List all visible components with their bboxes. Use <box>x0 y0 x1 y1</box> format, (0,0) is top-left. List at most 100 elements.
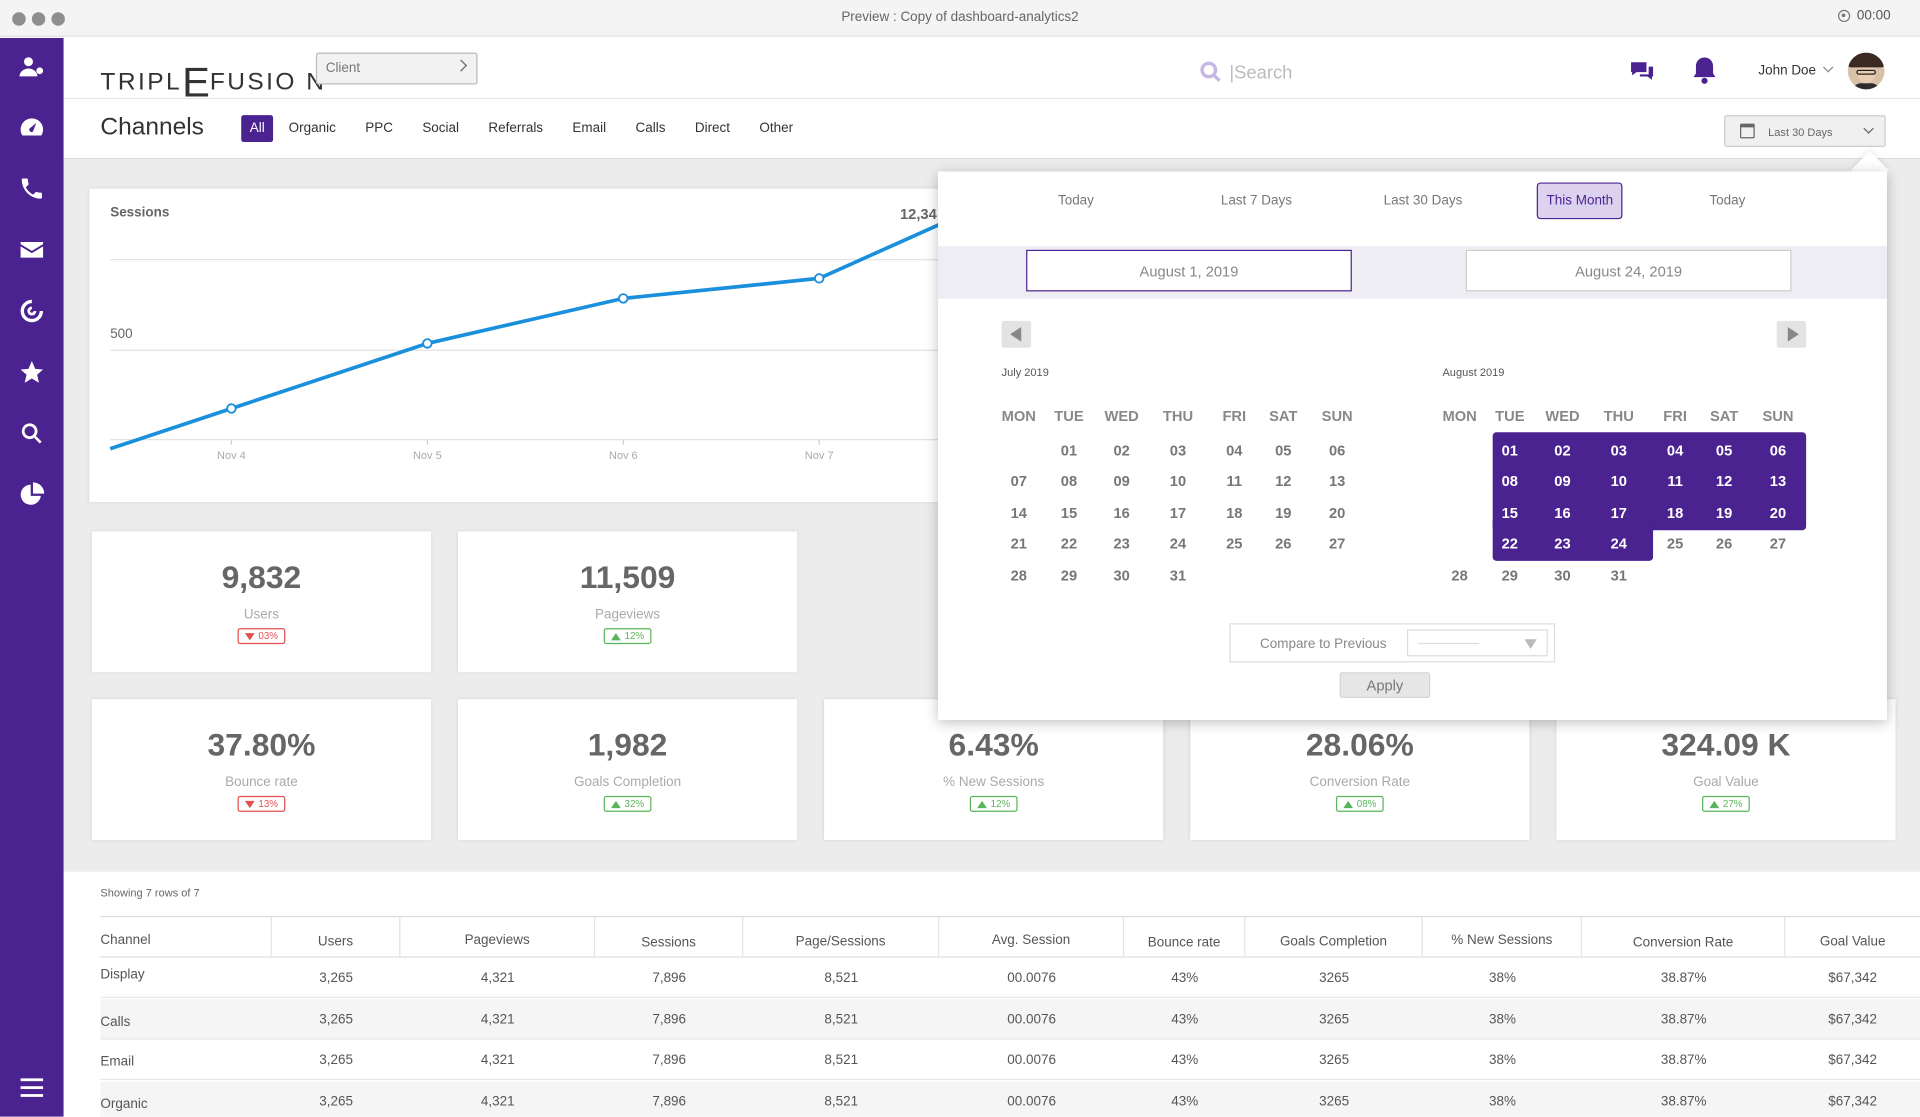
calendar-day[interactable]: 18 <box>1666 504 1684 522</box>
column-header[interactable]: Channel <box>100 917 272 957</box>
calendar-day[interactable]: 01 <box>1060 442 1078 460</box>
calendar-day[interactable]: 28 <box>1451 566 1468 585</box>
calendar-day[interactable]: 06 <box>1328 442 1346 460</box>
tab-other[interactable]: Other <box>759 121 794 136</box>
calendar-day[interactable]: 23 <box>1113 535 1130 553</box>
calendar-day[interactable]: 20 <box>1328 504 1346 522</box>
calendar-day[interactable]: 17 <box>1610 504 1627 522</box>
table-row[interactable]: Organic 3,265 4,321 7,896 8,521 00.0076 43% 326… <box>100 1080 1920 1117</box>
calendar-day[interactable]: 25 <box>1226 535 1243 553</box>
calendar-day[interactable]: 29 <box>1060 566 1078 585</box>
calendar-day[interactable]: 05 <box>1715 442 1733 460</box>
tab-direct[interactable]: Direct <box>694 121 731 136</box>
tab-referrals[interactable]: Referrals <box>488 121 544 136</box>
calendar-day[interactable]: 09 <box>1113 472 1130 490</box>
search-bar[interactable]: |Search <box>1198 59 1293 86</box>
minimize-window-button[interactable] <box>31 12 46 26</box>
calendar-day[interactable]: 21 <box>1451 535 1468 553</box>
calendar-day[interactable]: 20 <box>1769 504 1787 522</box>
column-header[interactable]: Page/Sessions <box>743 917 940 957</box>
column-header[interactable]: Goals Completion <box>1245 917 1423 957</box>
email-icon[interactable] <box>15 233 49 267</box>
next-month-button[interactable] <box>1776 320 1807 348</box>
calendar-day[interactable]: 04 <box>1666 442 1684 460</box>
menu-icon[interactable] <box>15 1070 49 1104</box>
calendar-day[interactable]: 13 <box>1328 472 1346 490</box>
phone-icon[interactable] <box>15 171 49 205</box>
calendar-day[interactable]: 10 <box>1169 472 1187 490</box>
calendar-day[interactable]: 16 <box>1113 504 1130 522</box>
tab-ppc[interactable]: PPC <box>365 121 393 136</box>
calendar-day[interactable]: 26 <box>1715 535 1733 553</box>
calendar-day[interactable]: 27 <box>1769 535 1787 553</box>
column-header[interactable]: Bounce rate <box>1124 917 1246 957</box>
start-date-input[interactable]: August 1, 2019 <box>1026 249 1352 292</box>
zoom-window-button[interactable] <box>51 12 65 26</box>
calendar-day[interactable]: 08 <box>1060 472 1078 490</box>
calendar-day[interactable]: 25 <box>1666 535 1684 553</box>
pie-chart-icon[interactable] <box>15 478 49 512</box>
calendar-day[interactable]: 12 <box>1275 472 1292 490</box>
calendar-day[interactable]: 27 <box>1328 535 1346 553</box>
calendar-day[interactable]: 24 <box>1169 535 1187 553</box>
table-row[interactable]: Calls 3,265 4,321 7,896 8,521 00.0076 43% 3265 3… <box>100 998 1920 1039</box>
calendar-day[interactable]: 05 <box>1275 442 1292 460</box>
calendar-day[interactable]: 02 <box>1554 442 1571 460</box>
calendar-day[interactable]: 24 <box>1610 535 1627 553</box>
calendar-day[interactable]: 30 <box>1554 566 1571 585</box>
calendar-day[interactable]: 31 <box>1169 566 1187 585</box>
calendar-day[interactable]: 11 <box>1226 472 1243 490</box>
tab-calls[interactable]: Calls <box>635 121 666 136</box>
end-date-input[interactable]: August 24, 2019 <box>1465 249 1792 292</box>
column-header[interactable]: Sessions <box>595 917 744 957</box>
chat-icon[interactable] <box>1629 60 1656 88</box>
calendar-day[interactable]: 03 <box>1610 442 1627 460</box>
calendar-day[interactable]: 19 <box>1275 504 1292 522</box>
avatar[interactable] <box>1847 52 1885 90</box>
quick-range-option[interactable]: This Month <box>1536 182 1623 220</box>
column-header[interactable]: % New Sessions <box>1423 917 1583 957</box>
calendar-day[interactable]: 15 <box>1501 504 1518 522</box>
calendar-day[interactable]: 07 <box>1451 472 1468 490</box>
calendar-day[interactable]: 29 <box>1501 566 1518 585</box>
column-header[interactable]: Conversion Rate <box>1582 917 1786 957</box>
table-row[interactable]: Display 3,265 4,321 7,896 8,521 00.0076 43% 326… <box>100 958 1920 998</box>
target-icon[interactable] <box>15 294 49 328</box>
star-icon[interactable] <box>15 355 49 389</box>
quick-range-option[interactable]: Today <box>1709 193 1746 209</box>
user-name[interactable]: John Doe <box>1758 63 1817 79</box>
column-header[interactable]: Users <box>272 917 401 957</box>
calendar-day[interactable]: 03 <box>1169 442 1187 460</box>
calendar-day[interactable]: 14 <box>1451 504 1468 522</box>
notification-bell-icon[interactable] <box>1691 55 1718 91</box>
calendar-day[interactable]: 10 <box>1610 472 1627 490</box>
close-window-button[interactable] <box>12 12 26 26</box>
tab-all[interactable]: All <box>241 115 274 143</box>
calendar-day[interactable]: 28 <box>1010 566 1027 585</box>
search-input[interactable]: |Search <box>1229 61 1293 83</box>
column-header[interactable]: Avg. Session <box>939 917 1125 957</box>
calendar-day[interactable]: 07 <box>1010 472 1027 490</box>
prev-month-button[interactable] <box>1001 320 1032 348</box>
calendar-day[interactable]: 15 <box>1060 504 1078 522</box>
quick-range-option[interactable]: Today <box>1057 193 1094 209</box>
calendar-day[interactable]: 12 <box>1715 472 1733 490</box>
search-icon[interactable] <box>15 416 49 450</box>
calendar-day[interactable]: 18 <box>1226 504 1243 522</box>
apply-button[interactable]: Apply <box>1339 672 1431 698</box>
calendar-day[interactable]: 08 <box>1501 472 1518 490</box>
tab-social[interactable]: Social <box>422 121 460 136</box>
calendar-day[interactable]: 02 <box>1113 442 1130 460</box>
quick-range-option[interactable]: Last 7 Days <box>1220 193 1292 209</box>
tab-organic[interactable]: Organic <box>288 121 336 136</box>
calendar-day[interactable]: 21 <box>1010 535 1027 553</box>
calendar-day[interactable]: 04 <box>1226 442 1243 460</box>
calendar-day[interactable]: 22 <box>1060 535 1078 553</box>
date-range-dropdown[interactable]: Last 30 Days <box>1724 115 1886 147</box>
compare-select[interactable] <box>1406 629 1548 657</box>
calendar-day[interactable]: 22 <box>1501 535 1518 553</box>
calendar-day[interactable]: 26 <box>1275 535 1292 553</box>
dashboard-gauge-icon[interactable] <box>15 110 49 144</box>
calendar-day[interactable]: 09 <box>1554 472 1571 490</box>
calendar-day[interactable]: 17 <box>1169 504 1187 522</box>
